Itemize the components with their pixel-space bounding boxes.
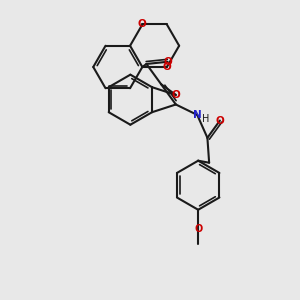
Text: O: O — [172, 90, 180, 100]
Text: O: O — [215, 116, 224, 126]
Text: H: H — [202, 114, 209, 124]
Text: O: O — [138, 20, 147, 29]
Text: N: N — [193, 110, 202, 120]
Text: O: O — [194, 224, 202, 233]
Text: O: O — [163, 57, 172, 67]
Text: O: O — [163, 62, 171, 72]
